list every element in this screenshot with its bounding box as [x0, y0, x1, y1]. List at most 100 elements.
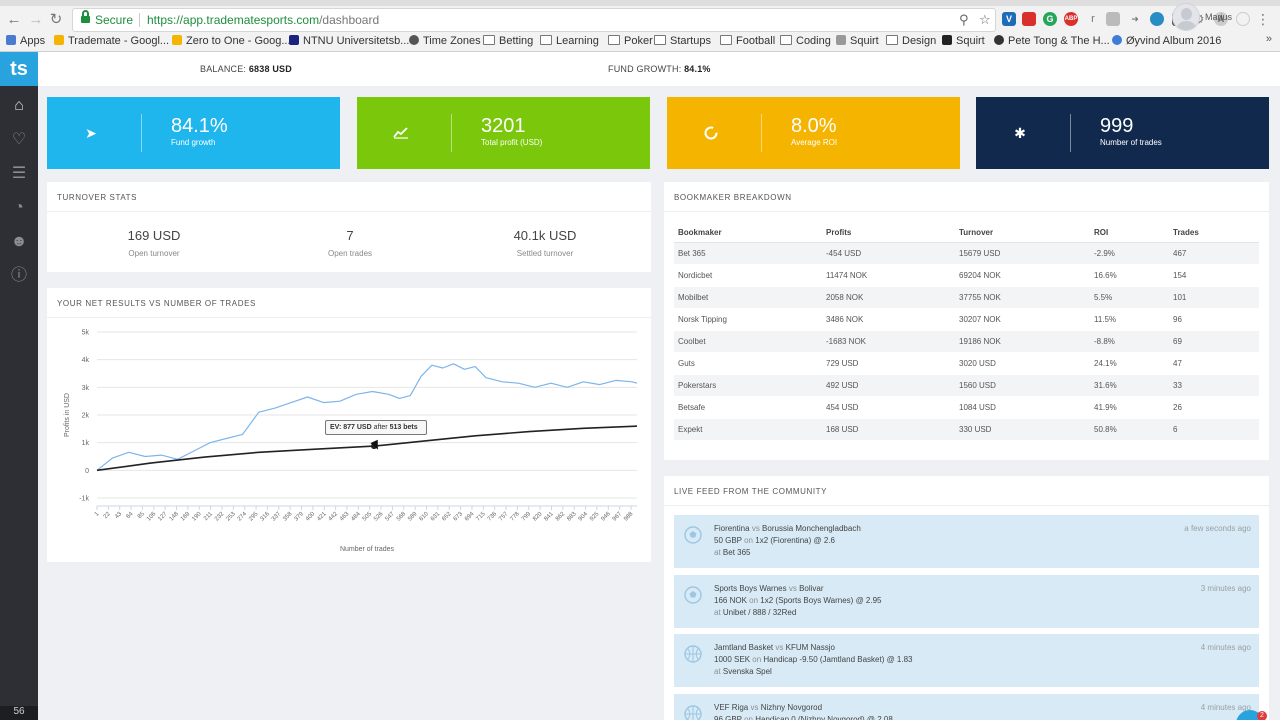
column-header[interactable]: Bookmaker [674, 224, 826, 243]
feed-match: VEF Riga vs Nizhny Novgorod [714, 703, 822, 712]
bookmark-item[interactable]: Time Zones [409, 33, 481, 49]
avatar[interactable] [1172, 3, 1200, 31]
bookmark-item[interactable]: Apps [6, 33, 45, 49]
bookmark-item[interactable]: Poker [608, 33, 653, 49]
help-icon[interactable]: ⓘ [10, 267, 27, 284]
folder-icon [654, 35, 666, 45]
extension-arrow-icon[interactable]: ➜ [1131, 14, 1139, 24]
bookmark-item[interactable]: Squirt [942, 33, 985, 49]
trademate-logo[interactable]: ts [0, 52, 38, 86]
chat-launcher-icon[interactable] [1236, 710, 1264, 720]
x-tick-label: 736 [487, 511, 499, 523]
column-header[interactable]: Trades [1173, 224, 1259, 243]
table-cell: 41.9% [1094, 395, 1173, 418]
soccer-ball-icon [684, 586, 702, 604]
table-cell: Bet 365 [674, 241, 826, 264]
column-header[interactable]: Profits [826, 224, 959, 243]
omnibox-divider [139, 13, 140, 27]
feed-item[interactable]: VEF Riga vs Nizhny Novgorod 96 GBP on Han… [674, 694, 1259, 720]
x-tick-label: 43 [114, 511, 123, 520]
feed-item[interactable]: Sports Boys Warnes vs Bolivar 166 NOK on … [674, 575, 1259, 628]
table-row[interactable]: Guts 729 USD 3020 USD 24.1% 47 [674, 351, 1259, 374]
forward-icon[interactable]: → [28, 11, 44, 28]
secure-label: Secure [95, 13, 134, 27]
x-tick-label: 841 [544, 511, 556, 523]
star-icon[interactable]: ☆ [979, 12, 991, 27]
bookmark-item[interactable]: Coding [780, 33, 831, 49]
bookmark-item[interactable]: Learning [540, 33, 599, 49]
grammarly-icon[interactable]: G [1043, 12, 1057, 26]
bookmark-item[interactable]: Pete Tong & The H... [994, 33, 1110, 49]
column-header[interactable]: ROI [1094, 224, 1173, 243]
bookmark-item[interactable]: Squirt [836, 33, 879, 49]
zoom-search-icon[interactable]: ⚲ [959, 12, 969, 27]
extension-blue-circle-icon[interactable] [1150, 12, 1164, 26]
column-header[interactable]: Turnover [959, 224, 1094, 243]
table-cell: 467 [1173, 241, 1259, 264]
table-cell: 11.5% [1094, 307, 1173, 330]
adblock-icon[interactable]: ABP [1064, 12, 1078, 26]
bookmaker-name: Bet 365 [722, 548, 751, 557]
profile-icon[interactable] [1236, 12, 1250, 26]
browser-menu-icon[interactable]: ⋮ [1256, 11, 1270, 27]
table-row[interactable]: Norsk Tipping 3486 NOK 30207 NOK 11.5% 96 [674, 307, 1259, 330]
table-cell: -2.9% [1094, 241, 1173, 264]
pie-chart-icon[interactable]: ◔ [14, 199, 24, 216]
x-tick-label: 463 [339, 511, 351, 523]
bookmark-item[interactable]: Design [886, 33, 936, 49]
bookmark-item[interactable]: Trademate - Googl... [54, 33, 169, 49]
table-row[interactable]: Bet 365 -454 USD 15679 USD -2.9% 467 [674, 241, 1259, 264]
table-row[interactable]: Expekt 168 USD 330 USD 50.8% 6 [674, 417, 1259, 440]
table-cell: 729 USD [826, 351, 959, 374]
bookmark-item[interactable]: Øyvind Album 2016 [1112, 33, 1221, 49]
feed-item[interactable]: Jamtland Basket vs KFUM Nassjo 1000 SEK o… [674, 634, 1259, 687]
browser-chrome: ← → ↻ Secure https://app.tradematesports… [0, 0, 1280, 52]
extension-red-icon[interactable] [1022, 12, 1036, 26]
url-text[interactable]: https://app.tradematesports.com/dashboar… [147, 13, 379, 27]
x-tick-label: 820 [532, 511, 544, 523]
extension-grid-icon[interactable] [1106, 12, 1120, 26]
clock-icon [409, 35, 419, 45]
back-icon[interactable]: ← [6, 11, 22, 28]
bookmaker-table: Bookmaker Profits Turnover ROI Trades Bet 36… [674, 224, 1259, 440]
x-tick-label: 379 [294, 511, 306, 523]
bookmark-item[interactable]: Betting [483, 33, 533, 49]
address-bar[interactable]: Secure https://app.tradematesports.com/d… [72, 8, 996, 32]
table-cell: -8.8% [1094, 329, 1173, 352]
table-row[interactable]: Nordicbet 11474 NOK 69204 NOK 16.6% 154 [674, 263, 1259, 286]
list-icon[interactable]: ☰ [11, 165, 27, 182]
bookmark-item[interactable]: Football [720, 33, 775, 49]
x-tick-label: 547 [385, 511, 397, 523]
home-icon[interactable]: ⌂ [14, 97, 24, 114]
bookmaker-name: Unibet / 888 / 32Red [722, 608, 797, 617]
bookmark-label: Coding [796, 35, 831, 47]
extension-r-icon[interactable]: r [1091, 13, 1095, 25]
extension-a-icon[interactable]: A [1214, 12, 1228, 26]
table-row[interactable]: Pokerstars 492 USD 1560 USD 31.6% 33 [674, 373, 1259, 396]
bookmarks-overflow-icon[interactable]: » [1265, 33, 1272, 45]
feed-item[interactable]: Fiorentina vs Borussia Monchengladbach 50… [674, 515, 1259, 568]
live-feed-panel: LIVE FEED FROM THE COMMUNITY Fiorentina … [664, 476, 1269, 720]
reload-icon[interactable]: ↻ [49, 11, 63, 28]
table-row[interactable]: Mobilbet 2058 NOK 37755 NOK 5.5% 101 [674, 285, 1259, 308]
net-results-chart[interactable]: -1k 0 1k 2k 3k 4k 5k 1 22 43 64 85 106 127 148 169 190 21… [47, 318, 651, 562]
users-icon[interactable]: ☻ [10, 233, 28, 250]
on-label: on [752, 655, 762, 664]
bookmark-item[interactable]: Zero to One - Goog... [172, 33, 291, 49]
home-team: Fiorentina [714, 524, 750, 533]
user-name[interactable]: Marius [1205, 12, 1233, 22]
heart-icon[interactable]: ♡ [11, 131, 27, 148]
market: Handicap 0 (Nizhny Novgorod) @ 2.08 [755, 715, 893, 720]
stat-label: Open turnover [128, 249, 180, 258]
bookmark-item[interactable]: Startups [654, 33, 711, 49]
extension-v-icon[interactable]: V [1002, 12, 1016, 26]
card-value: 8.0% [791, 115, 837, 137]
table-cell: 26 [1173, 395, 1259, 418]
table-row[interactable]: Coolbet -1683 NOK 19186 NOK -8.8% 69 [674, 329, 1259, 352]
bookmark-label: Poker [624, 35, 653, 47]
fund-growth-label: FUND GROWTH: [608, 64, 682, 74]
bookmark-item[interactable]: NTNU Universitetsb... [289, 33, 409, 49]
bookmarks-bar: Apps Trademate - Googl... Zero to One - Go… [0, 32, 1280, 50]
table-cell: 50.8% [1094, 417, 1173, 440]
table-row[interactable]: Betsafe 454 USD 1084 USD 41.9% 26 [674, 395, 1259, 418]
